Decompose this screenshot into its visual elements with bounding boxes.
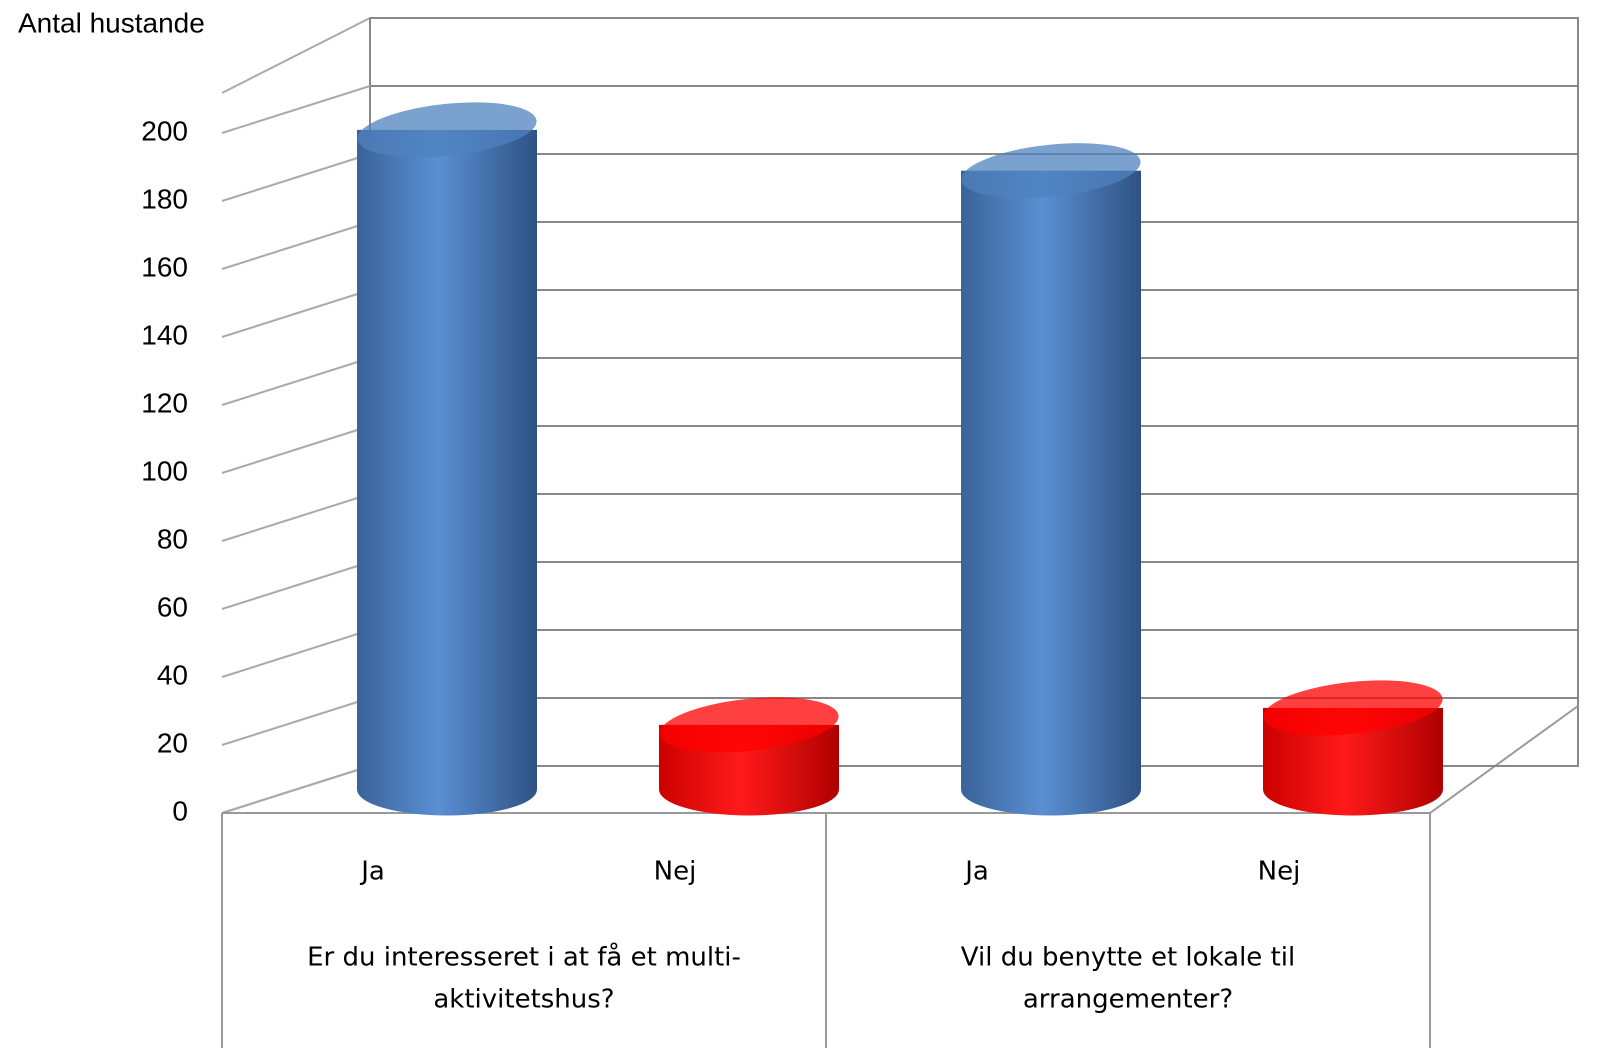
grid-line-side — [221, 289, 371, 338]
grid-line-side — [221, 425, 371, 474]
bar-top — [961, 143, 1141, 199]
x-tick-label: Ja — [359, 857, 385, 887]
y-tick-label: 80 — [157, 523, 188, 554]
grid-line-side — [221, 697, 371, 746]
y-tick-label: 160 — [141, 251, 188, 282]
y-tick-label: 180 — [141, 183, 188, 214]
x-tick-label: Ja — [963, 857, 989, 887]
grid-line-side — [221, 357, 371, 406]
y-tick-label: 0 — [172, 795, 188, 826]
floor-right — [1429, 705, 1579, 814]
grid-line-side — [221, 493, 371, 542]
bar-top — [1263, 680, 1443, 736]
grid-line-side — [221, 561, 371, 610]
group-label: arrangementer? — [1023, 985, 1233, 1015]
grid-line-side — [221, 765, 371, 814]
x-tick-label: Nej — [1258, 857, 1301, 887]
group-label: Vil du benytte et lokale til — [961, 943, 1295, 973]
bar-top — [659, 697, 839, 753]
y-tick-label: 100 — [141, 455, 188, 486]
grid-line-side — [221, 85, 371, 134]
group-label: Er du interesseret i at få et multi- — [307, 942, 741, 973]
left-wall-edge — [221, 17, 371, 94]
y-axis-title: Antal hustande — [18, 7, 205, 38]
y-tick-label: 60 — [157, 591, 188, 622]
bar — [357, 129, 537, 790]
y-tick-label: 20 — [157, 727, 188, 758]
grid-line-side — [221, 153, 371, 202]
y-tick-label: 200 — [141, 115, 188, 146]
group-label: aktivitetshus? — [433, 985, 614, 1015]
y-tick-label: 120 — [141, 387, 188, 418]
plot: 0 20 40 60 80 100 120 140 160 180 200 Ja Nej Ja Nej Er … — [141, 17, 1579, 1048]
grid-line-side — [221, 629, 371, 678]
grid-line-side — [221, 221, 371, 270]
bar — [961, 170, 1141, 790]
y-tick-label: 140 — [141, 319, 188, 350]
x-tick-label: Nej — [654, 857, 697, 887]
y-tick-label: 40 — [157, 659, 188, 690]
bar-top — [357, 102, 537, 158]
